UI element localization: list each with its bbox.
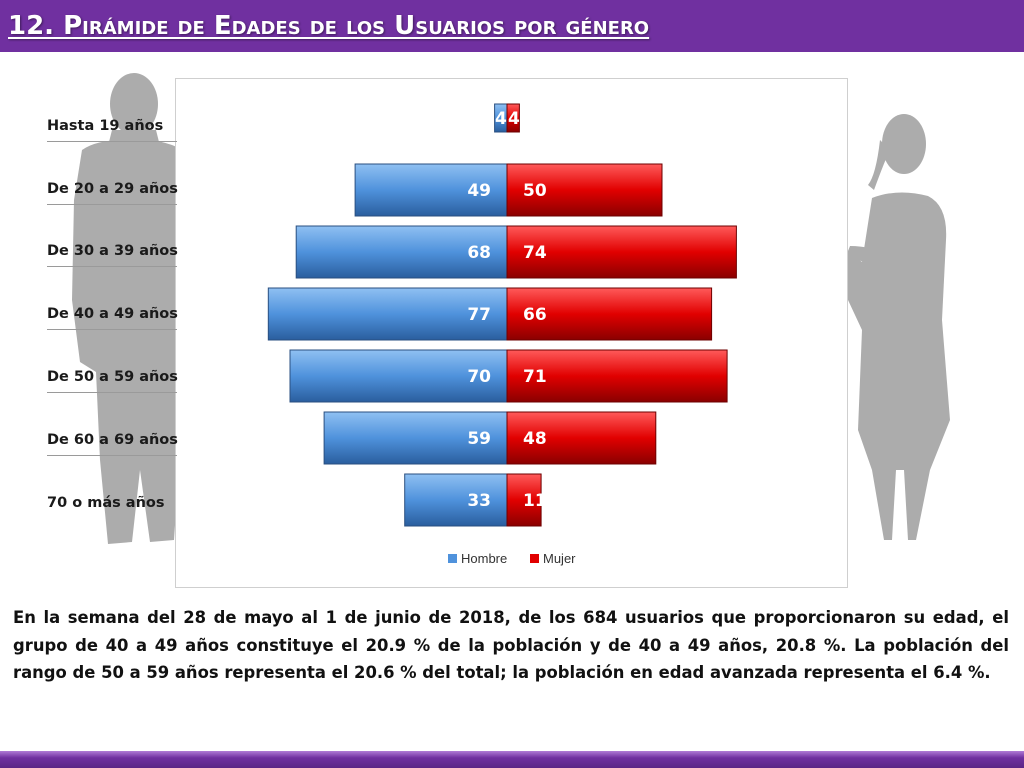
bar-mujer: [506, 411, 657, 465]
data-label-mujer: 48: [523, 429, 547, 449]
legend-label: Hombre: [461, 551, 507, 566]
category-label: De 40 a 49 años: [47, 306, 178, 322]
category-label: Hasta 19 años: [47, 118, 164, 134]
category-divider: [47, 392, 177, 393]
pyramid-chart: 4 4 49 50 68 74 77 66 70 71 59 48 33 11 Hombre Mujer: [267, 103, 737, 566]
bar-mujer: [506, 163, 663, 217]
summary-paragraph: En la semana del 28 de mayo al 1 de juni…: [13, 608, 1009, 682]
category-divider: [47, 204, 177, 205]
bar-hombre: [354, 163, 508, 217]
legend-swatch: [530, 554, 539, 563]
category-divider: [47, 329, 177, 330]
data-label-hombre: 4: [495, 109, 507, 129]
legend-label: Mujer: [543, 551, 576, 566]
data-label-mujer: 11: [523, 491, 547, 511]
data-label-hombre: 59: [467, 429, 491, 449]
category-label: De 20 a 29 años: [47, 181, 178, 197]
category-divider: [47, 141, 177, 142]
data-label-mujer: 74: [523, 243, 547, 263]
category-label: De 50 a 59 años: [47, 369, 178, 385]
bar-mujer: [506, 287, 713, 341]
data-label-mujer: 4: [508, 109, 520, 129]
category-label: De 30 a 39 años: [47, 243, 178, 259]
bar-mujer: [506, 225, 737, 279]
data-label-mujer: 66: [523, 305, 547, 325]
bottom-bar: [0, 751, 1024, 768]
bar-mujer: [506, 349, 728, 403]
page-title: 12. Pirámide de Edades de los Usuarios p…: [8, 11, 650, 41]
data-label-hombre: 68: [467, 243, 491, 263]
title-bar: 12. Pirámide de Edades de los Usuarios p…: [0, 0, 1024, 52]
bar-hombre: [404, 473, 508, 527]
legend-swatch: [448, 554, 457, 563]
data-label-hombre: 33: [467, 491, 491, 511]
data-label-mujer: 50: [523, 181, 547, 201]
bar-mujer: [506, 103, 520, 133]
bar-hombre: [323, 411, 508, 465]
category-divider: [47, 455, 177, 456]
category-label: De 60 a 69 años: [47, 432, 178, 448]
category-divider: [47, 266, 177, 267]
bar-hombre: [289, 349, 508, 403]
data-label-mujer: 71: [523, 367, 547, 387]
data-label-hombre: 70: [467, 367, 491, 387]
data-label-hombre: 49: [467, 181, 491, 201]
category-label: 70 o más años: [47, 495, 165, 511]
bar-mujer: [506, 473, 542, 527]
chart-frame: 4 4 49 50 68 74 77 66 70 71 59 48 33 11 Hombre Mujer: [175, 78, 848, 588]
bar-hombre: [295, 225, 508, 279]
data-label-hombre: 77: [467, 305, 491, 325]
